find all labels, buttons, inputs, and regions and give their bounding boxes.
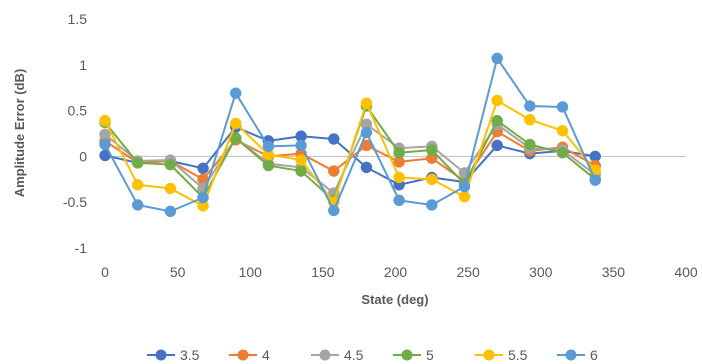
legend-swatch-marker xyxy=(483,349,495,361)
data-point xyxy=(229,117,242,130)
legend-label: 5.5 xyxy=(508,347,528,363)
data-point xyxy=(328,204,340,217)
legend-item: 4 xyxy=(229,347,270,363)
x-axis-title: State (deg) xyxy=(361,292,428,307)
data-point xyxy=(229,87,242,99)
legend-item: 3.5 xyxy=(147,347,200,363)
series-line xyxy=(104,57,597,213)
data-point xyxy=(524,100,536,112)
legend-item: 5.5 xyxy=(475,347,528,363)
data-point xyxy=(328,165,340,177)
data-point xyxy=(99,114,111,127)
data-point xyxy=(393,194,405,207)
x-tick-label: 200 xyxy=(384,264,408,280)
x-tick-label: 100 xyxy=(239,264,263,280)
series-line xyxy=(104,123,596,195)
data-point xyxy=(426,173,438,186)
data-point xyxy=(524,114,536,126)
data-point xyxy=(393,171,405,184)
series-line xyxy=(104,99,596,207)
x-tick-label: 350 xyxy=(602,264,626,280)
data-point xyxy=(131,179,144,191)
data-point xyxy=(556,125,569,137)
legend-item: 5 xyxy=(393,347,434,363)
data-point xyxy=(589,174,601,186)
legend-swatch-marker xyxy=(155,349,167,361)
legend: 3.5 4 4.5 5 5.5 6 xyxy=(147,347,598,363)
data-point xyxy=(491,94,503,107)
data-point xyxy=(197,191,209,204)
legend-item: 4.5 xyxy=(311,347,364,363)
series-layer xyxy=(99,52,601,218)
legend-label: 5 xyxy=(426,347,434,363)
data-point xyxy=(491,114,503,127)
data-point xyxy=(556,101,569,113)
y-tick-label: 1 xyxy=(79,57,87,73)
data-point xyxy=(99,138,111,151)
legend-swatch-marker xyxy=(319,349,331,361)
data-point xyxy=(164,205,177,218)
data-point xyxy=(360,161,373,174)
legend-swatch-marker xyxy=(565,349,577,361)
x-tick-label: 400 xyxy=(674,264,698,280)
data-point xyxy=(524,138,536,151)
legend-item: 6 xyxy=(557,347,598,363)
data-point xyxy=(458,180,471,193)
series-6 xyxy=(99,52,601,218)
data-point xyxy=(197,162,209,175)
y-tick-label: 0.5 xyxy=(68,103,88,119)
data-point xyxy=(328,133,340,145)
x-tick-label: 150 xyxy=(311,264,335,280)
legend-swatch-marker xyxy=(401,349,413,361)
legend-label: 4 xyxy=(262,347,270,363)
x-tick-label: 50 xyxy=(170,264,186,280)
axes-layer: -1 -0.5 0 0.5 1 1.5 0 50 100 150 200 250 300 350 400 xyxy=(63,11,698,280)
data-point xyxy=(393,146,405,159)
data-point xyxy=(426,199,438,211)
data-point xyxy=(295,154,307,166)
y-tick-label: -1 xyxy=(75,240,88,256)
data-point xyxy=(491,139,503,152)
y-tick-label: 1.5 xyxy=(68,11,88,27)
y-tick-label: -0.5 xyxy=(63,194,87,210)
data-point xyxy=(99,128,111,141)
data-point xyxy=(426,144,438,156)
data-point xyxy=(131,199,144,211)
data-point xyxy=(556,146,569,159)
data-point xyxy=(164,158,177,171)
data-point xyxy=(262,159,275,172)
data-point xyxy=(262,140,275,153)
data-point xyxy=(360,126,373,139)
y-axis-title: Amplitude Error (dB) xyxy=(12,69,27,198)
x-tick-label: 250 xyxy=(456,264,480,280)
data-point xyxy=(164,182,177,195)
data-point xyxy=(360,97,373,110)
legend-label: 6 xyxy=(590,347,598,363)
legend-swatch-marker xyxy=(237,349,249,361)
data-point xyxy=(458,190,471,203)
data-point xyxy=(295,165,307,177)
x-tick-label: 300 xyxy=(529,264,553,280)
data-point xyxy=(131,157,144,169)
data-point xyxy=(491,52,503,65)
x-tick-label: 0 xyxy=(101,264,109,280)
legend-label: 4.5 xyxy=(344,347,364,363)
data-point xyxy=(295,139,307,152)
y-tick-label: 0 xyxy=(79,148,87,164)
legend-label: 3.5 xyxy=(180,347,200,363)
